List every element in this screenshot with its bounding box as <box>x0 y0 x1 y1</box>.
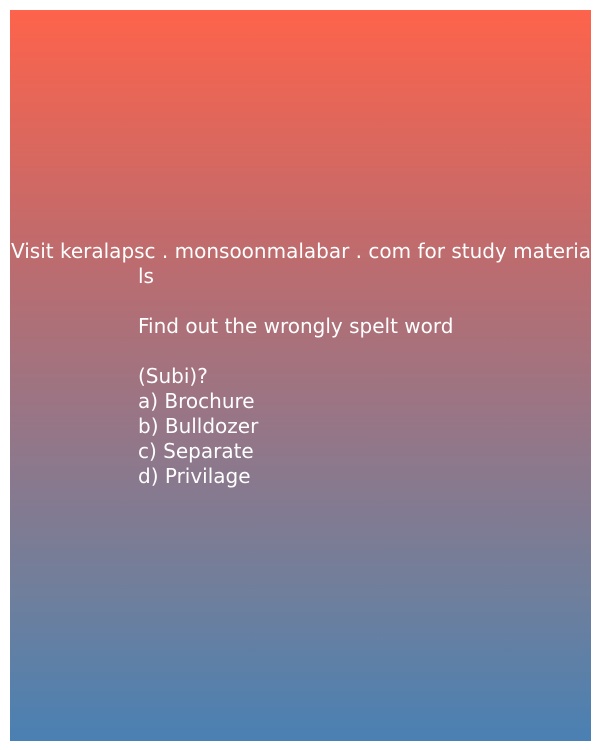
question-text: Find out the wrongly spelt word <box>138 314 454 338</box>
question-card: Visit keralapsc . monsoonmalabar . com f… <box>10 10 591 741</box>
study-material-notice-line2: ls <box>138 264 154 288</box>
option-d: d) Privilage <box>138 464 251 488</box>
option-a: a) Brochure <box>138 389 255 413</box>
question-source: (Subi)? <box>138 364 208 388</box>
option-c: c) Separate <box>138 439 254 463</box>
study-material-notice-line1: Visit keralapsc . monsoonmalabar . com f… <box>11 239 591 263</box>
option-b: b) Bulldozer <box>138 414 259 438</box>
